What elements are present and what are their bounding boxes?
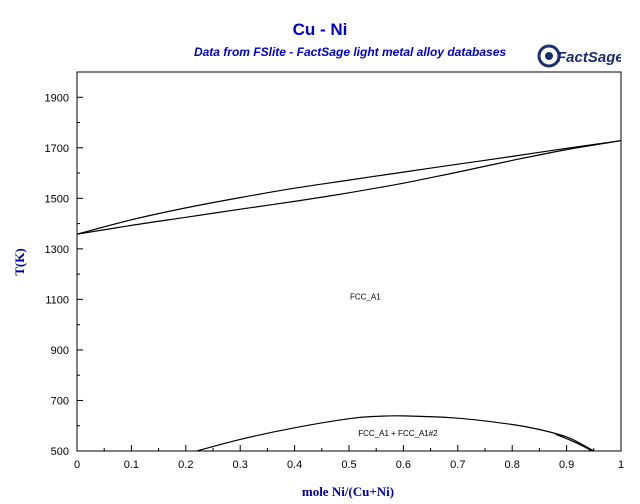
solidus-line	[76, 140, 622, 235]
factsage-logo: FactSage	[537, 44, 621, 68]
factsage-logo-emblem-icon	[537, 44, 561, 68]
phase-boundaries	[76, 140, 622, 452]
x-tick-label: 0.5	[341, 459, 356, 471]
y-tick-label: 1100	[45, 294, 69, 306]
chart-subtitle: Data from FSlite - FactSage light metal …	[193, 45, 507, 59]
miscibility-gap-inner-line	[555, 433, 592, 452]
y-tick-label: 900	[51, 345, 69, 357]
factsage-logo-text: FactSage	[557, 49, 621, 66]
y-tick-label: 1300	[45, 244, 69, 256]
x-tick-label: 0.7	[450, 459, 465, 471]
x-tick-label: 0.1	[124, 459, 139, 471]
x-tick-label: 0.9	[559, 459, 574, 471]
phase-region-label: FCC_A1 + FCC_A1#2	[358, 429, 438, 438]
y-tick-label: 500	[51, 446, 69, 458]
x-tick-label: 0.8	[505, 459, 520, 471]
x-tick-label: 0.2	[178, 459, 193, 471]
x-axis-title: mole Ni/(Cu+Ni)	[302, 484, 394, 499]
plot-frame	[76, 71, 622, 452]
x-tick-label: 0.3	[233, 459, 248, 471]
y-tick-label: 1700	[45, 143, 69, 155]
x-tick-label: 1	[618, 459, 624, 471]
y-tick-label: 1500	[45, 193, 69, 205]
y-axis-title: T(K)	[12, 248, 27, 275]
y-tick-label: 700	[51, 395, 69, 407]
y-axis: 500 700 900 1100 1300 1500 1700 1900	[45, 92, 83, 458]
x-tick-label: 0	[74, 459, 80, 471]
phase-labels: FCC_A1 FCC_A1 + FCC_A1#2	[350, 292, 438, 437]
x-tick-label: 0.4	[287, 459, 302, 471]
x-tick-label: 0.6	[396, 459, 411, 471]
x-axis: 0 0.1 0.2 0.3 0.4 0.5 0.6 0.7 0.8 0.9 1	[74, 445, 624, 471]
chart-title: Cu - Ni	[292, 20, 348, 39]
phase-region-label: FCC_A1	[350, 292, 381, 301]
y-tick-label: 1900	[45, 92, 69, 104]
liquidus-line	[76, 140, 622, 235]
miscibility-gap-line	[196, 415, 595, 452]
